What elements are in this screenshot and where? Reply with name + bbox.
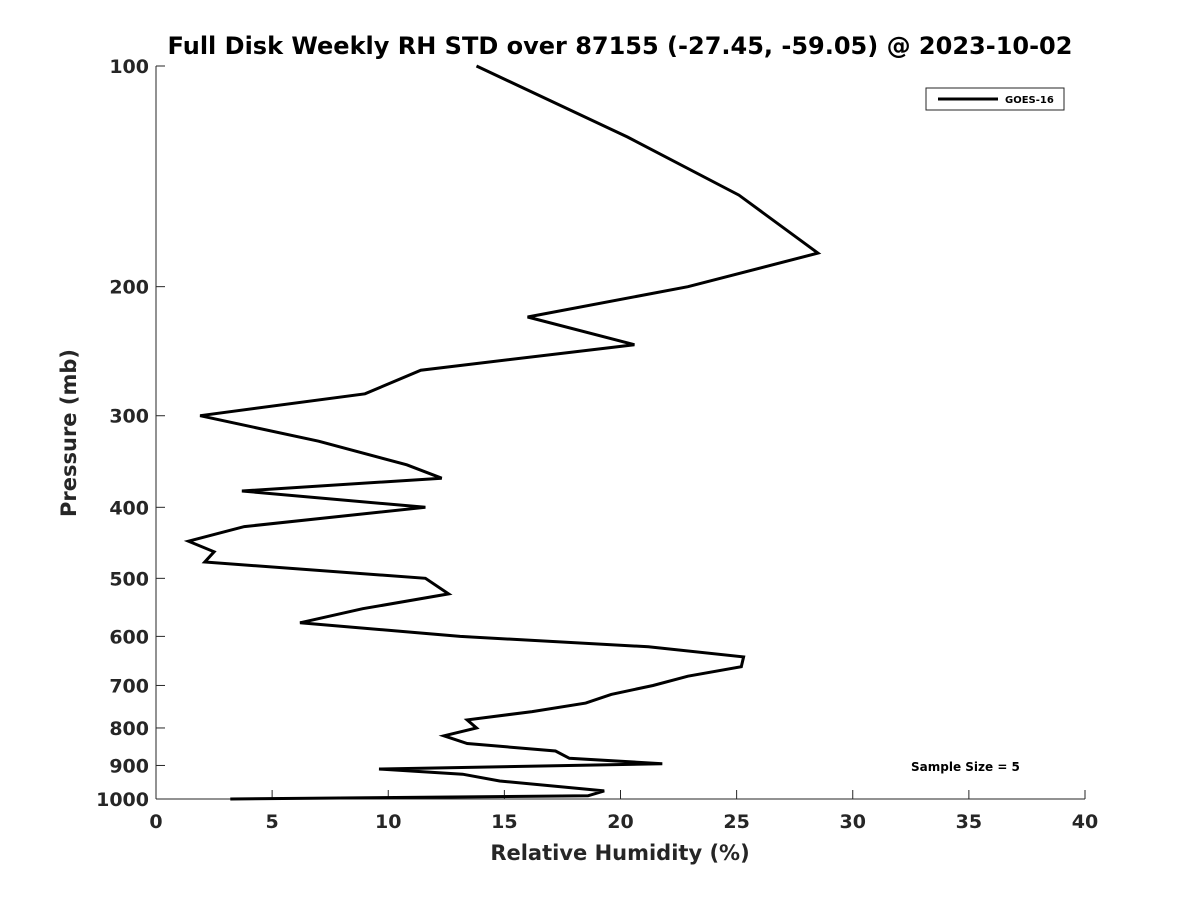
plot-area	[156, 66, 1085, 799]
y-tick-label: 900	[109, 755, 149, 777]
y-tick-label: 1000	[96, 789, 149, 811]
x-tick-label: 0	[149, 811, 162, 833]
x-tick-label: 5	[266, 811, 279, 833]
y-tick-label: 700	[109, 675, 149, 697]
y-tick-label: 500	[109, 568, 149, 590]
y-axis-ticks: 100 200 300 400 500 600 700 800 900 1000	[96, 56, 165, 811]
y-tick-label: 800	[109, 718, 149, 740]
x-tick-label: 35	[956, 811, 982, 833]
y-tick-label: 300	[109, 406, 149, 428]
y-tick-label: 600	[109, 626, 149, 648]
x-tick-label: 40	[1072, 811, 1098, 833]
x-tick-label: 30	[840, 811, 866, 833]
legend-label-goes-16: GOES-16	[1005, 95, 1054, 106]
x-tick-label: 15	[491, 811, 517, 833]
series-layer	[183, 64, 822, 801]
x-tick-label: 20	[607, 811, 633, 833]
legend: GOES-16	[925, 87, 1065, 111]
y-tick-label: 100	[109, 56, 149, 78]
series-line-goes-16	[183, 64, 822, 801]
y-tick-label: 400	[109, 497, 149, 519]
x-tick-label: 25	[723, 811, 749, 833]
x-axis-label: Relative Humidity (%)	[490, 841, 749, 865]
x-tick-label: 10	[375, 811, 401, 833]
chart-title: Full Disk Weekly RH STD over 87155 (-27.…	[168, 32, 1073, 60]
y-axis-label: Pressure (mb)	[57, 349, 81, 517]
sample-size-annotation: Sample Size = 5	[911, 760, 1020, 774]
x-axis-ticks: 0 5 10 15 20 25 30 35 40	[149, 790, 1098, 833]
y-tick-label: 200	[109, 277, 149, 299]
